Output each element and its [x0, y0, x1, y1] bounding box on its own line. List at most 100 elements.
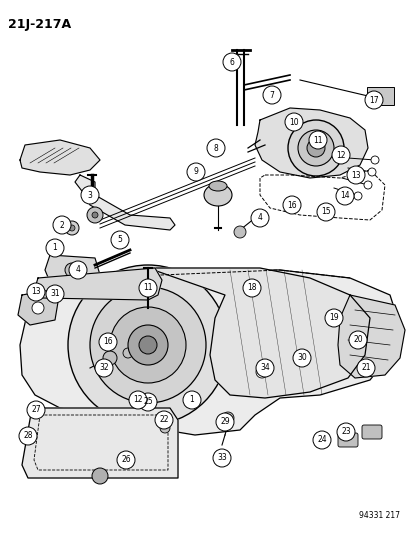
Text: 2: 2 [59, 221, 64, 230]
Circle shape [154, 411, 173, 429]
Circle shape [221, 412, 233, 424]
Text: 21J-217A: 21J-217A [8, 18, 71, 31]
Circle shape [326, 313, 336, 323]
Text: 31: 31 [50, 289, 59, 298]
Circle shape [356, 359, 374, 377]
Circle shape [223, 53, 240, 71]
Circle shape [367, 168, 375, 176]
Text: 1: 1 [52, 244, 57, 253]
Text: 9: 9 [193, 167, 198, 176]
Text: 18: 18 [247, 284, 256, 293]
Circle shape [92, 212, 98, 218]
Circle shape [46, 239, 64, 257]
Circle shape [206, 139, 224, 157]
FancyBboxPatch shape [361, 425, 381, 439]
Circle shape [139, 336, 157, 354]
Circle shape [87, 207, 103, 223]
Text: 13: 13 [31, 287, 41, 296]
Circle shape [65, 263, 79, 277]
Circle shape [68, 265, 228, 425]
Circle shape [312, 431, 330, 449]
Circle shape [212, 449, 230, 467]
Text: 10: 10 [289, 117, 298, 126]
Text: 20: 20 [352, 335, 362, 344]
Text: 21: 21 [361, 364, 370, 373]
Circle shape [90, 287, 206, 403]
Circle shape [216, 413, 233, 431]
Polygon shape [35, 268, 161, 300]
Text: 23: 23 [340, 427, 350, 437]
Circle shape [335, 187, 353, 205]
Polygon shape [147, 268, 369, 398]
Text: 32: 32 [99, 364, 109, 373]
Circle shape [129, 391, 147, 409]
Text: 12: 12 [335, 150, 345, 159]
Circle shape [284, 113, 302, 131]
Text: 19: 19 [328, 313, 338, 322]
Circle shape [117, 451, 135, 469]
Circle shape [69, 225, 75, 231]
Circle shape [306, 139, 324, 157]
Circle shape [103, 351, 117, 365]
Text: 8: 8 [213, 143, 218, 152]
Polygon shape [254, 108, 367, 178]
Circle shape [316, 203, 334, 221]
Circle shape [92, 468, 108, 484]
Text: 22: 22 [159, 416, 169, 424]
Text: 25: 25 [143, 398, 152, 407]
Text: 4: 4 [76, 265, 80, 274]
Circle shape [32, 302, 44, 314]
Circle shape [255, 359, 273, 377]
Circle shape [233, 226, 245, 238]
Text: 24: 24 [316, 435, 326, 445]
Text: 7: 7 [269, 91, 274, 100]
Circle shape [139, 279, 157, 297]
Circle shape [250, 209, 268, 227]
Circle shape [370, 156, 378, 164]
Circle shape [242, 279, 260, 297]
Circle shape [110, 307, 185, 383]
Circle shape [187, 163, 204, 181]
Circle shape [287, 120, 343, 176]
Circle shape [324, 309, 342, 327]
Circle shape [183, 391, 201, 409]
Polygon shape [18, 290, 58, 325]
Text: 15: 15 [320, 207, 330, 216]
Text: 14: 14 [339, 191, 349, 200]
Circle shape [128, 325, 168, 365]
Circle shape [99, 333, 117, 351]
Polygon shape [75, 175, 175, 230]
Text: 27: 27 [31, 406, 41, 415]
Polygon shape [22, 408, 178, 478]
Text: 17: 17 [368, 95, 378, 104]
Circle shape [95, 359, 113, 377]
FancyBboxPatch shape [366, 87, 393, 105]
Circle shape [364, 91, 382, 109]
Text: 30: 30 [297, 353, 306, 362]
Circle shape [282, 196, 300, 214]
Polygon shape [20, 270, 397, 435]
Text: 11: 11 [313, 135, 322, 144]
Polygon shape [45, 255, 100, 285]
Text: 28: 28 [23, 432, 33, 440]
Text: 12: 12 [133, 395, 142, 405]
Text: 33: 33 [216, 454, 226, 463]
Circle shape [46, 285, 64, 303]
Circle shape [19, 427, 37, 445]
Circle shape [111, 231, 129, 249]
Text: 5: 5 [117, 236, 122, 245]
Polygon shape [20, 140, 100, 175]
Circle shape [336, 423, 354, 441]
Circle shape [346, 166, 364, 184]
Circle shape [255, 366, 267, 378]
Text: 11: 11 [143, 284, 152, 293]
Circle shape [249, 283, 259, 293]
Ellipse shape [204, 184, 231, 206]
Circle shape [262, 86, 280, 104]
Circle shape [292, 349, 310, 367]
Text: 6: 6 [229, 58, 234, 67]
Text: 34: 34 [259, 364, 269, 373]
Text: 16: 16 [287, 200, 296, 209]
Circle shape [353, 192, 361, 200]
Ellipse shape [209, 181, 226, 191]
